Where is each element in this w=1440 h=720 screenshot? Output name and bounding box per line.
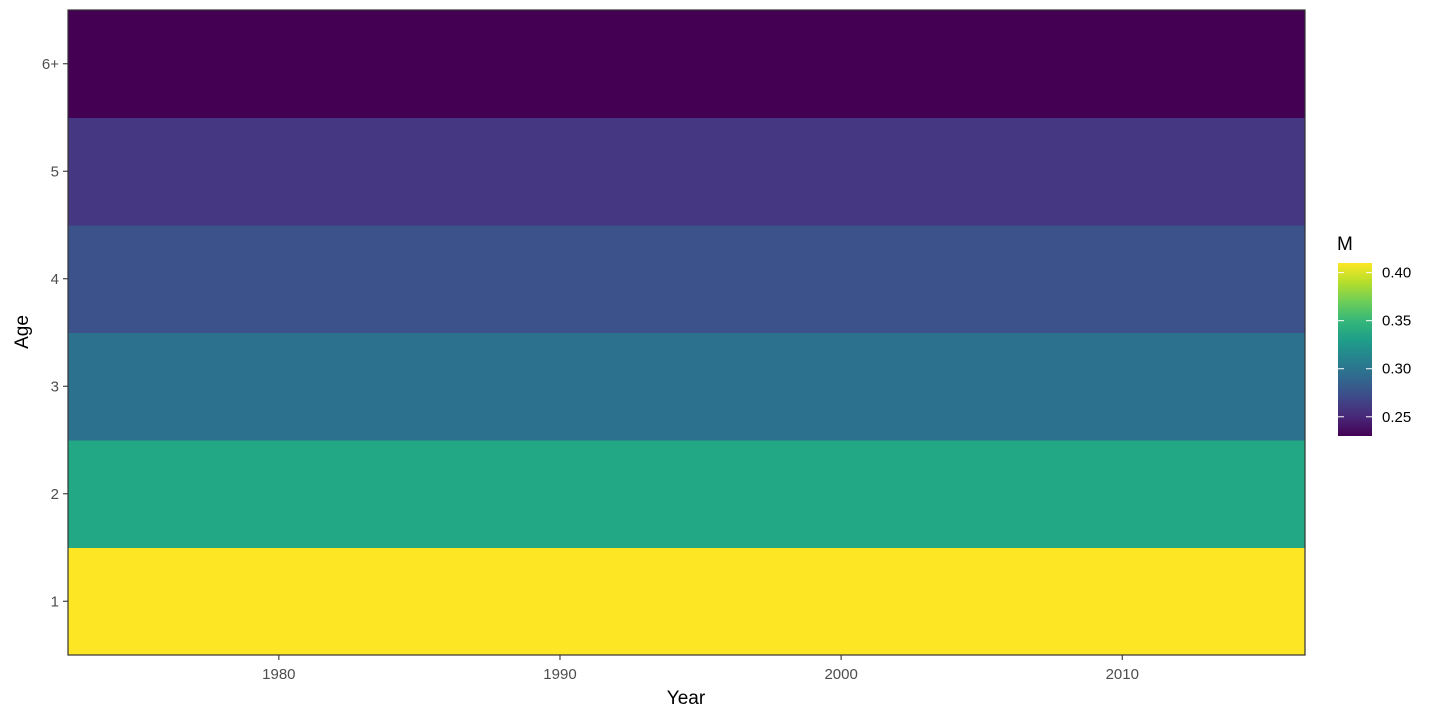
heatmap-cell-age-4 — [68, 225, 1305, 333]
panel-border — [67, 9, 1306, 656]
heatmap-cell-age-6+ — [68, 10, 1305, 118]
color-legend: M 0.25 0.30 0.35 0.40 — [1337, 234, 1411, 436]
legend-title: M — [1337, 234, 1353, 255]
heatmap-cell-age-5 — [68, 117, 1305, 226]
x-tick-label: 1980 — [262, 666, 295, 683]
legend-colorbar — [1338, 263, 1372, 436]
x-tick-label: 2010 — [1106, 666, 1139, 683]
x-tick-label: 1990 — [543, 666, 576, 683]
x-axis: 1980 1990 2000 2010 — [262, 655, 1139, 683]
y-tick-label: 5 — [51, 163, 59, 180]
legend-tick-label: 0.30 — [1382, 361, 1411, 378]
heatmap-cells — [68, 10, 1305, 656]
heatmap-cell-age-3 — [68, 332, 1305, 441]
y-axis-title: Age — [12, 315, 33, 349]
y-tick-label: 2 — [51, 486, 59, 503]
x-axis-title: Year — [667, 688, 706, 709]
legend-tick-label: 0.40 — [1382, 265, 1411, 282]
y-tick-label: 3 — [51, 378, 59, 395]
y-tick-label: 6+ — [42, 56, 59, 73]
y-tick-label: 1 — [51, 593, 59, 610]
x-tick-label: 2000 — [824, 666, 857, 683]
heatmap-cell-age-2 — [68, 440, 1305, 548]
legend-tick-label: 0.25 — [1382, 409, 1411, 426]
y-axis: 1 2 3 4 5 6+ — [42, 56, 68, 610]
heatmap-cell-age-1 — [68, 547, 1305, 656]
y-tick-label: 4 — [51, 271, 59, 288]
legend-tick-label: 0.35 — [1382, 313, 1411, 330]
